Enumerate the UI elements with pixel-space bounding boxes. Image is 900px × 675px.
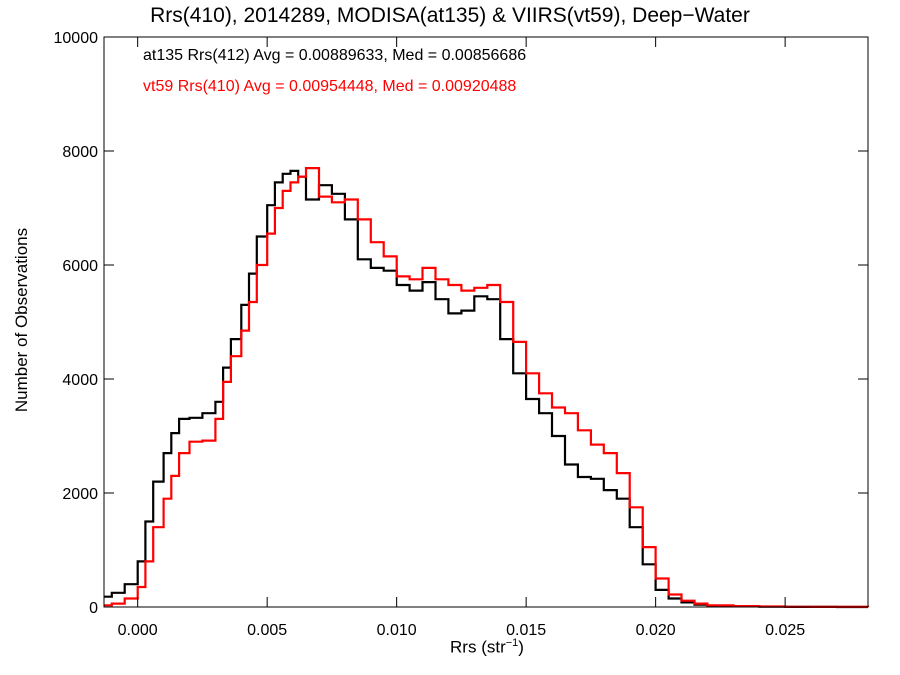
x-axis-label: Rrs (str−1) [450,637,524,658]
y-tick-label: 8000 [62,144,98,161]
y-tick-label: 10000 [54,30,99,47]
chart-title: Rrs(410), 2014289, MODISA(at135) & VIIRS… [150,4,750,27]
x-tick-label: 0.010 [377,622,417,639]
x-axis-label-superscript: −1 [505,637,519,649]
y-tick-label: 6000 [62,258,98,275]
x-tick-label: 0.020 [636,622,676,639]
annotation-vt59: vt59 Rrs(410) Avg = 0.00954448, Med = 0.… [143,78,517,95]
annotation-at135: at135 Rrs(412) Avg = 0.00889633, Med = 0… [143,47,527,64]
series-layer [104,167,870,609]
series-line-2 [104,167,870,608]
series-line-1 [104,169,868,609]
y-axis-label: Number of Observations [12,227,31,413]
plot-frame [103,36,869,608]
x-tick-label: 0.025 [765,622,805,639]
axes-layer: 0.000 0.005 0.010 0.015 0.020 0.025 0 2000 4000 6… [54,30,869,639]
y-tick-label: 4000 [62,372,98,389]
y-tick-label: 2000 [62,486,98,503]
x-axis-label-main: Rrs (str [450,637,506,657]
x-tick-label: 0.000 [118,622,158,639]
x-axis-label-close: ) [518,637,524,657]
x-tick-label: 0.015 [506,622,546,639]
y-tick-label: 0 [89,600,98,617]
x-tick-label: 0.005 [247,622,287,639]
